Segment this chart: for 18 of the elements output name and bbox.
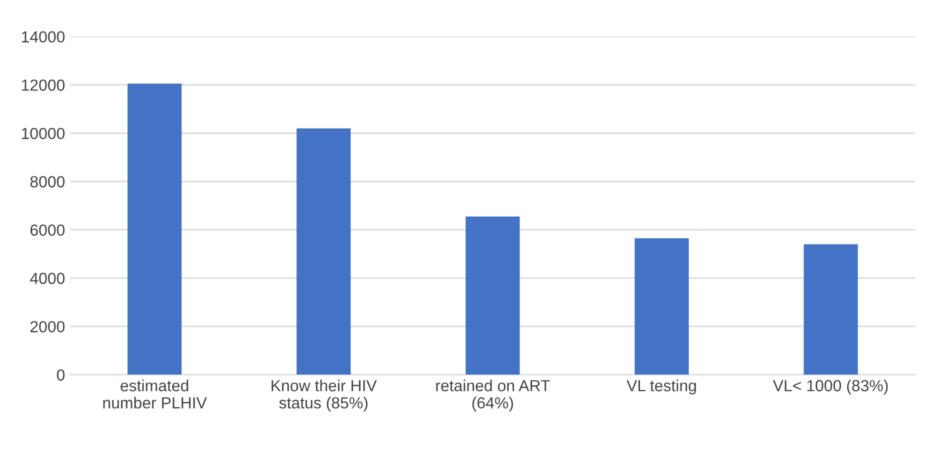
x-tick-label: VL testing	[626, 380, 696, 394]
y-tick-label: 14000	[22, 31, 65, 43]
y-tick-label: 6000	[30, 224, 65, 236]
y-tick-label: 0	[56, 369, 65, 381]
bar	[296, 128, 351, 375]
bar	[128, 84, 182, 375]
y-tick-label: 2000	[30, 321, 65, 332]
bar	[634, 238, 689, 375]
x-tick-label: VL< 1000 (83%)	[772, 380, 888, 394]
y-tick-label: 4000	[30, 272, 65, 284]
y-tick-label: 8000	[30, 176, 65, 188]
x-tick-label: estimated number PLHIV	[103, 380, 207, 409]
y-tick-label: 12000	[22, 80, 65, 91]
y-tick-label: 10000	[22, 128, 65, 140]
bar	[466, 216, 520, 375]
x-tick-label: Know their HIV status (85%)	[272, 380, 377, 412]
bar	[804, 244, 858, 375]
x-tick-label: retained on ART (64%)	[436, 380, 550, 412]
